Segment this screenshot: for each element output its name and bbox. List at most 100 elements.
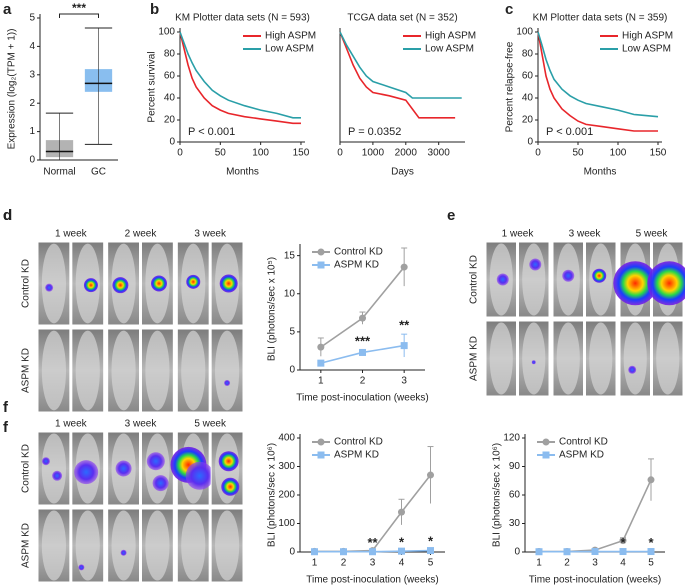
column-label: 2 week [125, 229, 158, 240]
signal [628, 365, 637, 374]
signal [221, 477, 240, 496]
mouse-body [522, 243, 546, 316]
mouse-body [181, 510, 206, 581]
point [427, 471, 434, 479]
mouse-body [75, 510, 100, 581]
y-tick-label: 60 [164, 71, 176, 82]
signal [531, 360, 536, 365]
y-axis-label: Percent survival [147, 51, 158, 122]
mouse-body [41, 510, 67, 581]
mouse-body [41, 330, 67, 411]
signal [218, 451, 239, 472]
y-tick-label: 80 [522, 49, 534, 60]
panel-label: d [3, 207, 12, 224]
signal [529, 258, 542, 271]
x-tick-label: 150 [650, 148, 667, 159]
legend-label: ASPM KD [559, 450, 604, 461]
signal [219, 274, 238, 293]
signal [224, 379, 231, 386]
x-tick-label: 50 [572, 148, 584, 159]
x-tick-label: 4 [620, 558, 626, 569]
mouse-body [111, 510, 136, 581]
signal [562, 269, 575, 282]
legend-marker [542, 451, 550, 459]
column-label: 1 week [55, 229, 88, 240]
mouse-body [623, 322, 647, 395]
mouse-body [656, 322, 680, 395]
signal [647, 261, 685, 306]
mouse-body [41, 243, 67, 324]
y-tick-label: 400 [278, 433, 295, 444]
y-tick-label: 0 [514, 547, 520, 558]
column-label: 1 week [502, 229, 535, 240]
y-tick-label: 60 [509, 490, 521, 501]
survival-curve [339, 31, 456, 119]
y-tick-label: 40 [164, 93, 176, 104]
survival-curve [537, 31, 658, 132]
legend-label: Low ASPM [425, 44, 474, 55]
point [563, 548, 571, 556]
x-tick-label: 2 [564, 558, 570, 569]
y-axis-label: BLI (photons/sec x 10⁵) [267, 257, 278, 361]
survival-curve [339, 31, 462, 99]
y-tick-label: 20 [164, 115, 176, 126]
column-label: 3 week [125, 419, 158, 430]
signal [83, 278, 98, 293]
signal [78, 564, 85, 571]
x-tick-label: 1000 [362, 148, 385, 159]
legend-marker [542, 438, 550, 446]
legend-label: Control KD [334, 437, 383, 448]
x-tick-label: 100 [252, 148, 269, 159]
significance-bracket [59, 13, 99, 18]
x-tick-label: 5 [428, 558, 434, 569]
y-tick-label: 0 [289, 547, 295, 558]
point [317, 359, 325, 367]
panel-label: f [3, 399, 9, 416]
legend-label: ASPM KD [334, 450, 379, 461]
x-tick-label: 150 [293, 148, 310, 159]
x-tick-label: 5 [648, 558, 654, 569]
panel-label: f [3, 419, 9, 436]
y-tick-label: 5 [29, 13, 35, 24]
legend-label: Control KD [559, 437, 608, 448]
mouse-body [214, 510, 240, 581]
signal [152, 475, 169, 492]
y-tick-label: 1 [29, 126, 35, 137]
x-axis-label: Time post-inoculation (weeks) [306, 575, 438, 586]
y-tick-label: 3 [29, 69, 35, 80]
signal [41, 457, 50, 466]
chart-title: KM Plotter data sets (N = 359) [533, 13, 668, 24]
y-tick-label: 200 [278, 490, 295, 501]
x-tick-label: 3000 [428, 148, 451, 159]
mouse-body [489, 322, 513, 395]
x-tick-label: 2000 [395, 148, 418, 159]
panel-label: d [3, 207, 12, 224]
point [591, 548, 599, 556]
x-tick-label: 3 [370, 558, 376, 569]
signal [496, 273, 509, 286]
point [359, 314, 366, 322]
column-label: 5 week [194, 419, 227, 430]
row-label: ASPM KD [21, 348, 32, 393]
chart-title: TCGA data set (N = 352) [347, 13, 457, 24]
x-tick-label: 1 [536, 558, 542, 569]
y-tick-label: 0 [29, 155, 35, 166]
series-line [539, 479, 652, 553]
p-value: P < 0.001 [188, 126, 235, 138]
y-tick-label: 15 [284, 250, 296, 261]
signal [151, 275, 168, 292]
signal [45, 283, 54, 292]
chart-title: KM Plotter data sets (N = 593) [175, 13, 310, 24]
point [619, 537, 627, 545]
survival-curve [537, 31, 659, 118]
signal [52, 470, 63, 481]
survival-curve [179, 31, 301, 125]
mouse-body [145, 510, 170, 581]
y-tick-label: 0 [527, 137, 533, 148]
legend-marker [317, 451, 325, 459]
x-tick-label: 1 [312, 558, 318, 569]
mouse-body [214, 330, 240, 411]
point [398, 508, 405, 516]
y-axis-label: BLI (photons/sec x 10⁶) [267, 443, 278, 547]
